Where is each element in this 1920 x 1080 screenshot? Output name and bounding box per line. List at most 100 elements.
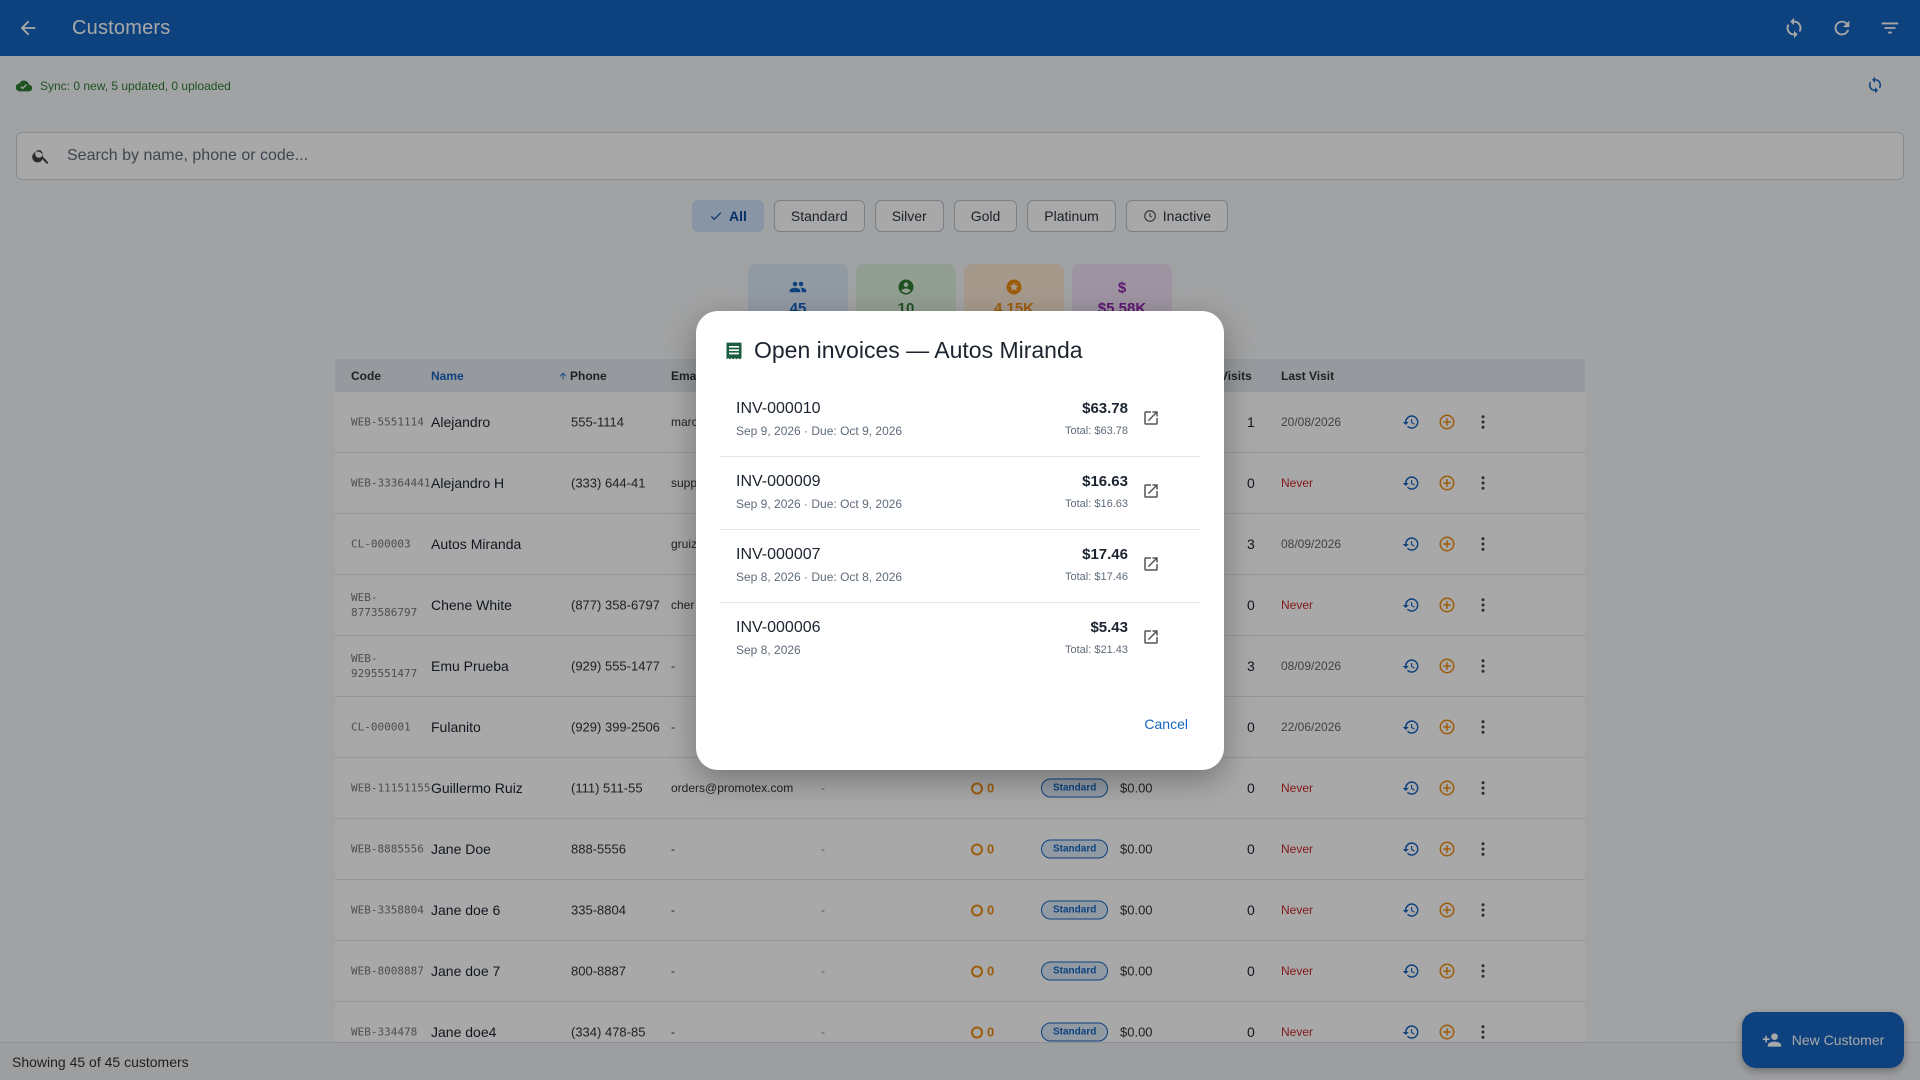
open-invoice-button[interactable] bbox=[1142, 555, 1162, 575]
last-visit: Never bbox=[1281, 598, 1314, 612]
chip-inactive[interactable]: Inactive bbox=[1125, 200, 1229, 232]
history-button[interactable] bbox=[1401, 717, 1421, 737]
tier-badge: Standard bbox=[1041, 839, 1109, 859]
invoice-total: Total: $21.43 bbox=[1065, 644, 1128, 656]
new-customer-button[interactable]: New Customer bbox=[1742, 1012, 1904, 1068]
more-options-button[interactable] bbox=[1473, 900, 1493, 920]
invoice-item[interactable]: INV-000007 Sep 8, 2026 · Due: Oct 8, 202… bbox=[720, 530, 1200, 603]
back-button[interactable] bbox=[0, 0, 56, 56]
check-icon bbox=[710, 212, 722, 221]
table-row[interactable]: WEB-8885556 Jane Doe 888-5556 - - 0 Standard $0… bbox=[335, 819, 1585, 880]
invoice-item[interactable]: INV-000006 Sep 8, 2026 $5.43 Total: $21.… bbox=[720, 603, 1200, 676]
invoice-open-amount: $17.46 bbox=[1082, 546, 1128, 563]
history-button[interactable] bbox=[1401, 900, 1421, 920]
search-bar bbox=[16, 132, 1904, 180]
chip-all[interactable]: All bbox=[691, 200, 764, 232]
more-options-button[interactable] bbox=[1473, 595, 1493, 615]
invoice-dates: Sep 8, 2026 bbox=[736, 643, 801, 657]
customer-name: Alejandro H bbox=[431, 475, 505, 491]
add-points-button[interactable] bbox=[1437, 595, 1457, 615]
tier-badge: Standard bbox=[1041, 900, 1109, 920]
more-options-button[interactable] bbox=[1473, 473, 1493, 493]
history-button[interactable] bbox=[1401, 534, 1421, 554]
add-points-button[interactable] bbox=[1437, 412, 1457, 432]
history-button[interactable] bbox=[1401, 412, 1421, 432]
history-button[interactable] bbox=[1401, 839, 1421, 859]
search-input[interactable] bbox=[67, 147, 1767, 165]
visit-count: 0 bbox=[1247, 963, 1255, 979]
more-options-button[interactable] bbox=[1473, 839, 1493, 859]
customer-email: - bbox=[671, 1025, 675, 1039]
add-points-button[interactable] bbox=[1437, 900, 1457, 920]
more-options-button[interactable] bbox=[1473, 534, 1493, 554]
add-points-button[interactable] bbox=[1437, 534, 1457, 554]
add-points-button[interactable] bbox=[1437, 839, 1457, 859]
add-points-button[interactable] bbox=[1437, 717, 1457, 737]
chip-standard[interactable]: Standard bbox=[773, 200, 865, 232]
customer-name: Fulanito bbox=[431, 719, 481, 735]
invoice-item[interactable]: INV-000010 Sep 9, 2026 · Due: Oct 9, 202… bbox=[720, 384, 1200, 457]
header-code[interactable]: Code bbox=[351, 368, 381, 383]
header-visits[interactable]: Visits bbox=[1220, 368, 1252, 383]
customer-name: Autos Miranda bbox=[431, 536, 522, 552]
add-points-button[interactable] bbox=[1437, 1022, 1457, 1042]
customer-email: cher bbox=[671, 598, 695, 612]
invoice-item[interactable]: INV-000009 Sep 9, 2026 · Due: Oct 9, 202… bbox=[720, 457, 1200, 530]
cancel-button[interactable]: Cancel bbox=[1144, 716, 1188, 732]
customer-balance: $0.00 bbox=[1120, 841, 1153, 857]
open-invoice-button[interactable] bbox=[1142, 628, 1162, 648]
customer-email: gruiz bbox=[671, 537, 698, 551]
history-button[interactable] bbox=[1401, 778, 1421, 798]
header-last-visit[interactable]: Last Visit bbox=[1281, 368, 1335, 383]
chip-silver[interactable]: Silver bbox=[874, 200, 944, 232]
sync-button[interactable] bbox=[1782, 16, 1806, 40]
more-options-button[interactable] bbox=[1473, 961, 1493, 981]
history-button[interactable] bbox=[1401, 961, 1421, 981]
customer-phone: 555-1114 bbox=[571, 414, 625, 430]
more-options-button[interactable] bbox=[1473, 412, 1493, 432]
invoice-open-amount: $5.43 bbox=[1090, 619, 1128, 636]
customer-email: - bbox=[671, 903, 675, 917]
history-button[interactable] bbox=[1401, 595, 1421, 615]
filter-button[interactable] bbox=[1878, 16, 1902, 40]
chip-platinum[interactable]: Platinum bbox=[1027, 200, 1116, 232]
customer-code: WEB-8773586797 bbox=[351, 591, 418, 619]
sync-now-button[interactable] bbox=[1866, 76, 1884, 94]
more-options-button[interactable] bbox=[1473, 717, 1493, 737]
add-points-button[interactable] bbox=[1437, 473, 1457, 493]
header-phone[interactable]: Phone bbox=[558, 369, 607, 383]
customer-company: - bbox=[821, 1025, 825, 1039]
more-options-button[interactable] bbox=[1473, 778, 1493, 798]
more-options-button[interactable] bbox=[1473, 1022, 1493, 1042]
history-icon bbox=[1402, 415, 1419, 429]
customer-company: - bbox=[821, 842, 825, 856]
history-button[interactable] bbox=[1401, 473, 1421, 493]
add-points-button[interactable] bbox=[1437, 656, 1457, 676]
header-email[interactable]: Ema bbox=[671, 368, 697, 383]
table-row[interactable]: WEB-8008887 Jane doe 7 800-8887 - - 0 Standard… bbox=[335, 941, 1585, 1002]
customer-email: - bbox=[671, 720, 675, 734]
history-button[interactable] bbox=[1401, 1022, 1421, 1042]
more-vert-icon bbox=[1481, 964, 1485, 978]
customer-phone: 888-5556 bbox=[571, 841, 626, 857]
add-points-button[interactable] bbox=[1437, 961, 1457, 981]
customer-phone: 800-8887 bbox=[571, 963, 626, 979]
svg-text:$: $ bbox=[1118, 279, 1127, 296]
table-row[interactable]: WEB-3358804 Jane doe 6 335-8804 - - 0 Standard… bbox=[335, 880, 1585, 941]
open-invoice-button[interactable] bbox=[1142, 482, 1162, 502]
customer-balance: $0.00 bbox=[1120, 902, 1153, 918]
add-circle-icon bbox=[1439, 536, 1455, 552]
history-button[interactable] bbox=[1401, 656, 1421, 676]
open-invoices-dialog: Open invoices — Autos Miranda INV-000010… bbox=[696, 311, 1224, 770]
sync-icon bbox=[1786, 17, 1802, 39]
customer-phone: (877) 358-6797 bbox=[571, 597, 660, 613]
add-points-button[interactable] bbox=[1437, 778, 1457, 798]
chip-gold[interactable]: Gold bbox=[953, 200, 1018, 232]
invoice-number: INV-000007 bbox=[736, 546, 821, 563]
more-options-button[interactable] bbox=[1473, 656, 1493, 676]
history-icon bbox=[1402, 720, 1419, 734]
more-vert-icon bbox=[1481, 415, 1485, 429]
open-invoice-button[interactable] bbox=[1142, 409, 1162, 429]
loyalty-points: 0 bbox=[971, 842, 994, 857]
header-name[interactable]: Name bbox=[431, 368, 464, 383]
